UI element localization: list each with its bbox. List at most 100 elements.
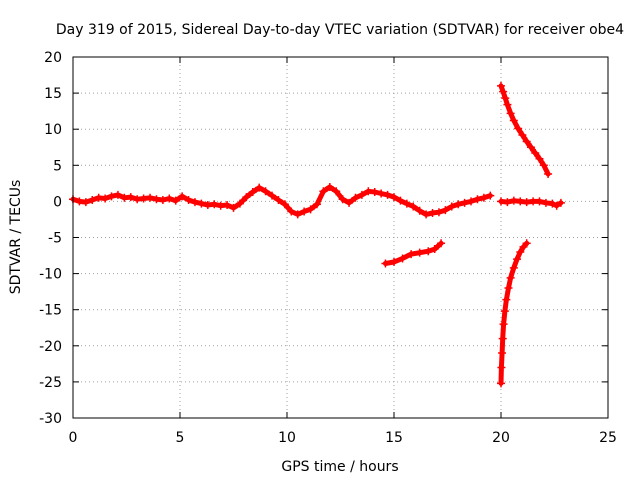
data-point xyxy=(370,188,379,197)
data-point xyxy=(509,116,518,125)
data-point xyxy=(498,349,507,358)
data-series xyxy=(69,81,565,388)
data-point xyxy=(409,202,418,211)
data-point xyxy=(516,247,525,256)
y-tick-label: 15 xyxy=(44,86,62,102)
data-point xyxy=(513,255,522,264)
y-tick-label: -30 xyxy=(39,411,62,427)
data-point xyxy=(479,193,488,202)
data-point xyxy=(332,187,341,196)
data-point xyxy=(146,193,155,202)
data-point xyxy=(522,137,531,146)
data-point xyxy=(184,195,193,204)
chart-title: Day 319 of 2015, Sidereal Day-to-day VTE… xyxy=(56,22,624,38)
y-tick-label: 5 xyxy=(53,158,62,174)
y-tick-label: 10 xyxy=(44,122,62,138)
data-point xyxy=(287,207,296,216)
data-point xyxy=(422,210,431,219)
y-tick-label: 20 xyxy=(44,50,62,66)
data-point xyxy=(441,206,450,215)
data-point xyxy=(503,198,512,207)
data-point xyxy=(473,195,482,204)
data-point xyxy=(522,239,531,248)
data-point xyxy=(535,154,544,163)
data-point xyxy=(338,195,347,204)
data-point xyxy=(396,196,405,205)
data-point xyxy=(88,195,97,204)
data-point xyxy=(506,109,515,118)
series-group xyxy=(497,196,565,210)
series-line xyxy=(498,83,551,177)
data-point xyxy=(81,198,90,207)
data-point xyxy=(486,191,495,200)
data-point xyxy=(447,202,456,211)
data-point xyxy=(500,307,509,316)
data-point xyxy=(255,183,264,192)
data-point xyxy=(223,201,232,210)
data-point xyxy=(501,94,510,103)
y-tick-label: -20 xyxy=(39,339,62,355)
data-point xyxy=(345,198,354,207)
data-point xyxy=(402,199,411,208)
data-point xyxy=(454,200,463,209)
y-tick-labels: -30 -25 -20 -15 -10 -5 0 5 10 15 20 xyxy=(39,50,62,427)
x-axis-label: GPS time / hours xyxy=(281,459,398,475)
data-point xyxy=(178,192,187,201)
data-point xyxy=(197,199,206,208)
data-point xyxy=(526,143,535,152)
y-tick-label: -5 xyxy=(48,231,62,247)
data-point xyxy=(504,284,513,293)
x-tick-label: 5 xyxy=(176,430,185,446)
data-point xyxy=(548,199,557,208)
data-point xyxy=(357,190,366,199)
data-point xyxy=(306,205,315,214)
data-point xyxy=(351,193,360,202)
data-point xyxy=(398,254,407,263)
data-point xyxy=(434,208,443,217)
data-point xyxy=(503,100,512,109)
series-group xyxy=(381,239,446,268)
x-tick-label: 20 xyxy=(492,430,510,446)
data-point xyxy=(556,198,565,207)
data-point xyxy=(509,263,518,272)
data-point xyxy=(268,191,277,200)
data-point xyxy=(107,192,116,201)
y-tick-label: -10 xyxy=(39,267,62,283)
data-point xyxy=(248,188,257,197)
y-tick-label: 0 xyxy=(53,194,62,210)
data-point xyxy=(518,130,527,139)
data-point xyxy=(319,187,328,196)
data-point xyxy=(126,193,135,202)
data-point xyxy=(531,149,540,158)
data-point xyxy=(497,81,505,90)
data-point xyxy=(497,363,506,372)
data-point xyxy=(171,196,180,205)
data-point xyxy=(415,248,424,257)
x-tick-label: 15 xyxy=(385,430,403,446)
data-point xyxy=(539,161,548,170)
data-point xyxy=(430,245,439,254)
data-point xyxy=(101,194,110,203)
data-point xyxy=(325,182,334,191)
x-tick-labels: 0 5 10 15 20 25 xyxy=(69,430,617,446)
data-point xyxy=(499,320,508,329)
plot-frame xyxy=(72,56,609,419)
data-point xyxy=(467,197,476,206)
data-point xyxy=(242,193,251,202)
data-point xyxy=(300,207,309,216)
data-point xyxy=(210,200,219,209)
data-point xyxy=(499,87,508,96)
data-point xyxy=(437,239,446,248)
data-point xyxy=(502,295,511,304)
data-point xyxy=(293,210,302,219)
data-point xyxy=(390,258,398,267)
data-point xyxy=(544,169,553,178)
grid-lines xyxy=(73,57,608,418)
data-point xyxy=(390,193,398,202)
data-point xyxy=(498,334,507,343)
data-point xyxy=(113,190,122,199)
data-point xyxy=(261,187,270,196)
data-point xyxy=(235,199,244,208)
data-point xyxy=(377,189,386,198)
